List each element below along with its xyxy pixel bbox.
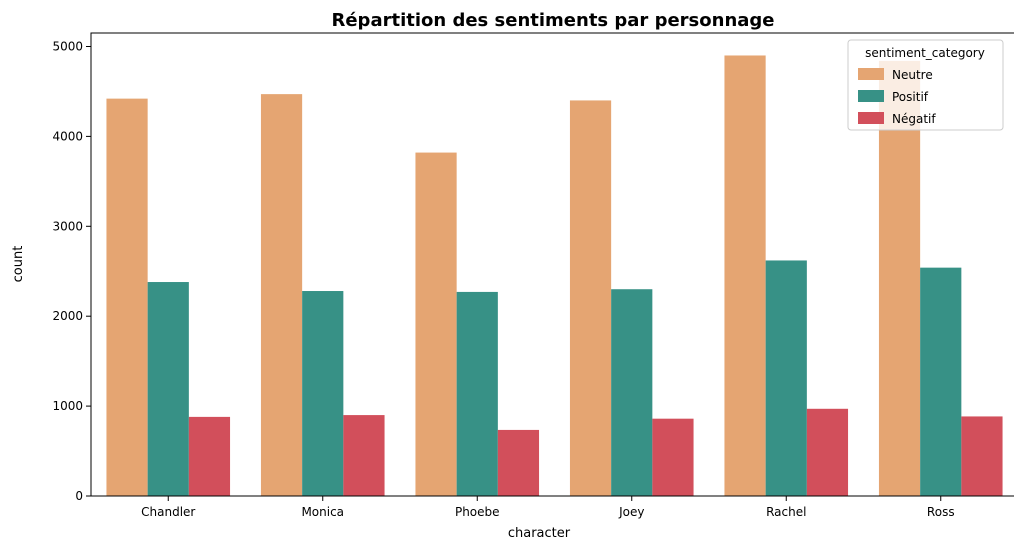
legend-entry-label: Négatif — [892, 112, 936, 126]
bar-rachel-0 — [724, 55, 766, 496]
y-tick-label: 4000 — [52, 129, 83, 143]
bar-ross-2 — [961, 416, 1003, 496]
y-tick-label: 3000 — [52, 219, 83, 233]
legend-swatch — [858, 68, 884, 80]
bar-ross-1 — [920, 267, 962, 496]
chart-title: Répartition des sentiments par personnag… — [331, 10, 774, 31]
x-tick-label: Monica — [301, 505, 344, 519]
legend-swatch — [858, 112, 884, 124]
bar-phoebe-0 — [415, 152, 457, 497]
x-tick-label: Joey — [618, 505, 644, 519]
bar-joey-0 — [569, 100, 612, 496]
bars-group — [106, 55, 1003, 497]
legend: sentiment_category Neutre Positif Négatif — [847, 39, 1004, 131]
bar-phoebe-1 — [456, 291, 498, 496]
bar-phoebe-2 — [497, 429, 540, 496]
legend-swatch — [858, 90, 884, 102]
x-axis: Chandler Monica Phoebe Joey Rachel Ross — [141, 496, 955, 519]
y-tick-label: 1000 — [52, 399, 83, 413]
bar-rachel-1 — [765, 260, 807, 496]
bar-chandler-2 — [188, 416, 231, 496]
bar-monica-2 — [343, 415, 385, 496]
bar-chandler-0 — [106, 98, 148, 497]
x-tick-label: Rachel — [766, 505, 806, 519]
y-tick-label: 5000 — [52, 39, 83, 53]
x-tick-label: Ross — [927, 505, 955, 519]
bar-rachel-2 — [806, 408, 849, 496]
bar-joey-2 — [652, 418, 694, 496]
legend-entry-label: Positif — [892, 90, 929, 104]
bar-chandler-1 — [147, 282, 189, 496]
legend-box — [847, 39, 1004, 131]
bar-joey-1 — [611, 289, 653, 496]
y-axis: 0 1000 2000 3000 4000 5000 — [52, 39, 91, 503]
bar-monica-1 — [302, 291, 344, 496]
legend-title: sentiment_category — [865, 46, 985, 60]
y-axis-label: count — [11, 246, 26, 283]
x-axis-label: character — [508, 526, 571, 541]
bar-monica-0 — [260, 94, 303, 497]
y-tick-label: 2000 — [52, 309, 83, 323]
x-tick-label: Chandler — [141, 505, 195, 519]
x-tick-label: Phoebe — [455, 505, 500, 519]
plot-frame — [90, 32, 1014, 497]
y-tick-label: 0 — [75, 489, 83, 503]
legend-entry-label: Neutre — [892, 68, 933, 82]
bar-ross-0 — [878, 60, 921, 496]
